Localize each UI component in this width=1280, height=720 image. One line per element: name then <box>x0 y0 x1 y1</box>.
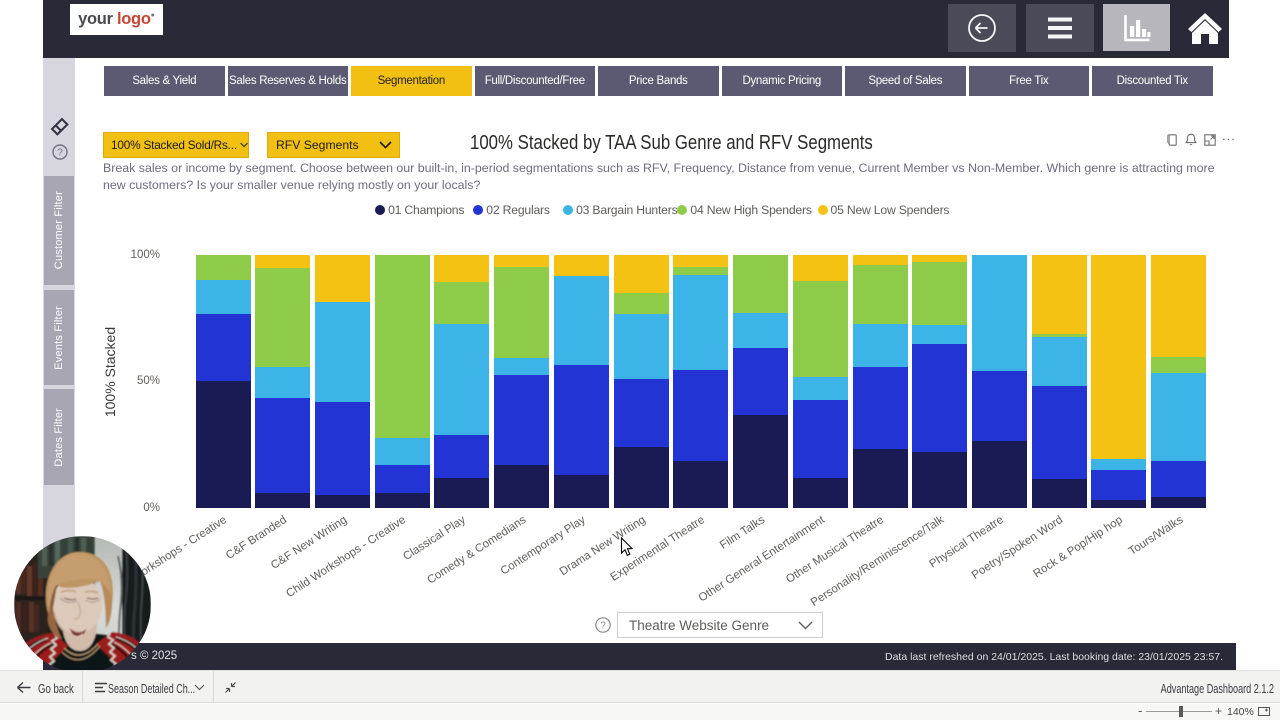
svg-text:?: ? <box>57 147 63 158</box>
svg-text:?: ? <box>600 621 606 632</box>
